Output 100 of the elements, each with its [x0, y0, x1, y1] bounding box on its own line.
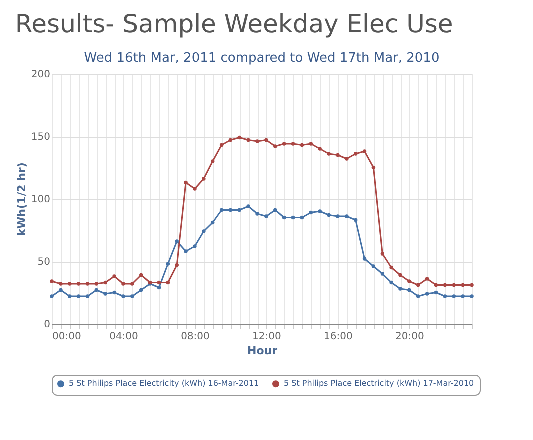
point [398, 273, 402, 278]
point [50, 294, 54, 298]
point [139, 288, 144, 292]
point [157, 280, 162, 285]
point [246, 204, 250, 208]
point [68, 294, 72, 298]
point [238, 208, 242, 212]
point [380, 272, 385, 276]
point [309, 142, 314, 146]
point [112, 274, 116, 278]
point [345, 214, 349, 218]
legend-label: 5 St Philips Place Electricity (kWh) 16-Mar-2011 [69, 379, 260, 388]
point [122, 282, 126, 286]
y-axis-title: kWh(1/2 hr) [15, 162, 28, 236]
point [452, 294, 456, 298]
point [238, 136, 242, 140]
point [166, 262, 170, 266]
point [309, 210, 314, 215]
point [425, 277, 430, 281]
legend-label: 5 St Philips Place Electricity (kWh) 17-Mar-2010 [284, 379, 474, 388]
point [256, 140, 260, 144]
point [166, 280, 170, 285]
point [291, 142, 296, 146]
point [104, 292, 108, 296]
point [220, 143, 224, 148]
y-tick-label: 50 [38, 257, 50, 268]
point [210, 220, 215, 225]
point [362, 257, 367, 261]
point [157, 286, 162, 290]
point [264, 214, 268, 218]
point [408, 280, 412, 284]
x-tick-label: 20:00 [396, 332, 424, 342]
point [130, 294, 134, 298]
point [390, 280, 394, 285]
point [372, 264, 376, 268]
point [68, 282, 72, 286]
point [175, 263, 179, 268]
point [193, 187, 197, 191]
point [282, 142, 286, 146]
point [104, 280, 108, 285]
point [282, 216, 286, 220]
point [408, 288, 412, 292]
point [184, 250, 188, 254]
point [443, 294, 448, 298]
point [300, 216, 304, 220]
y-tick-label: 100 [31, 194, 50, 206]
point [228, 138, 233, 142]
point [175, 240, 179, 244]
point [193, 244, 197, 248]
point [274, 144, 278, 148]
point [139, 273, 144, 278]
point [86, 282, 90, 286]
point [202, 230, 206, 234]
point [336, 153, 340, 158]
point [300, 143, 304, 148]
point [380, 252, 385, 256]
point [86, 294, 90, 298]
y-tick-label: 200 [31, 70, 50, 80]
point [470, 283, 474, 288]
point [327, 152, 331, 156]
point [362, 150, 367, 154]
point [372, 166, 376, 170]
point [59, 282, 63, 286]
point [184, 180, 188, 185]
y-tick-label: 150 [31, 132, 50, 143]
point [228, 208, 233, 212]
point [210, 160, 215, 164]
x-axis-title: Hour [247, 344, 278, 358]
point [264, 138, 268, 142]
point [345, 157, 349, 161]
x-tick-label: 16:00 [324, 332, 353, 342]
point [327, 213, 331, 218]
point [246, 138, 250, 142]
point [398, 287, 402, 291]
point [354, 218, 358, 222]
point [425, 292, 430, 296]
chart-subtitle: Wed 16th Mar, 2011 compared to Wed 17th Mar, 2010 [84, 51, 440, 66]
point [434, 283, 438, 288]
y-tick-label: 0 [44, 320, 50, 330]
point [443, 283, 448, 288]
point [122, 294, 126, 298]
point [461, 294, 465, 298]
point [390, 266, 394, 270]
point [94, 282, 99, 286]
x-tick-label: 08:00 [181, 332, 210, 342]
x-tick-label: 12:00 [252, 332, 282, 342]
point [416, 294, 420, 298]
point [59, 288, 63, 292]
point [202, 177, 206, 181]
point [50, 280, 54, 284]
point [452, 283, 456, 288]
x-tick-label: 04:00 [110, 332, 138, 342]
point [94, 288, 99, 292]
point [318, 210, 322, 214]
point [434, 290, 438, 295]
point [220, 208, 224, 212]
point [291, 216, 296, 220]
point [461, 283, 465, 288]
point [416, 283, 420, 288]
point [336, 214, 340, 218]
